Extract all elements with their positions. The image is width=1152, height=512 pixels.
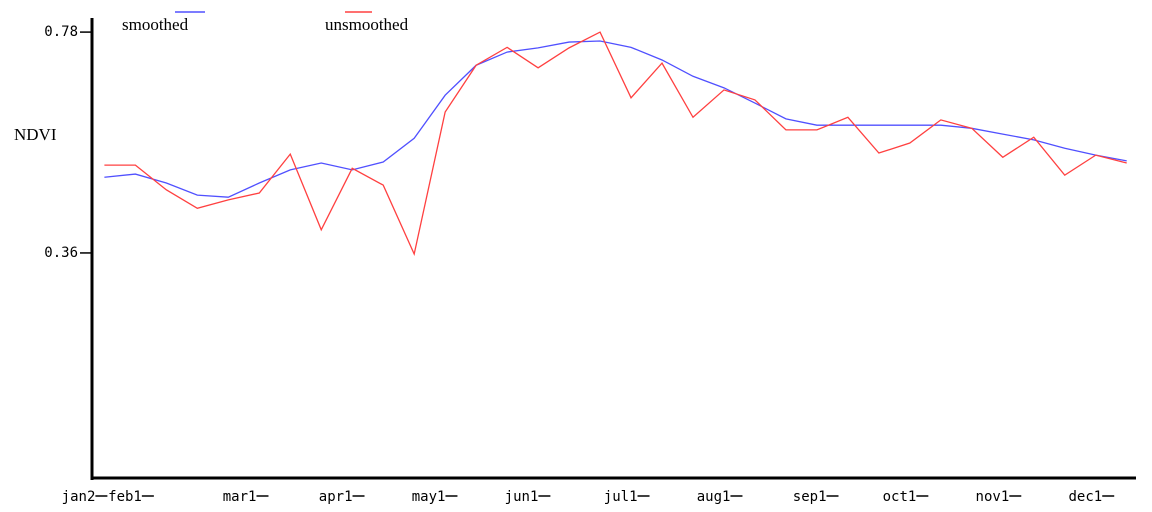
x-tick-label: jul1: [604, 489, 638, 505]
legend-label: unsmoothed: [325, 15, 409, 34]
data-line: [104, 40, 1127, 198]
x-tick-label: may1: [412, 489, 446, 505]
legend-label: smoothed: [122, 15, 189, 34]
y-tick-label: 0.36: [44, 245, 78, 261]
x-tick-label: nov1: [976, 489, 1010, 505]
x-tick-label: jun1: [505, 489, 539, 505]
data-line: [104, 31, 1127, 257]
x-tick-label: mar1: [223, 489, 257, 505]
x-tick-label: feb1: [108, 489, 142, 505]
y-axis-label: NDVI: [14, 125, 57, 144]
x-tick-label: sep1: [793, 489, 827, 505]
x-tick-label: aug1: [697, 489, 731, 505]
x-tick-label: oct1: [883, 489, 917, 505]
y-tick-label: 0.78: [44, 24, 78, 40]
x-tick-label: jan2: [62, 489, 96, 505]
x-tick-label: apr1: [319, 489, 353, 505]
x-tick-label: dec1: [1068, 489, 1102, 505]
